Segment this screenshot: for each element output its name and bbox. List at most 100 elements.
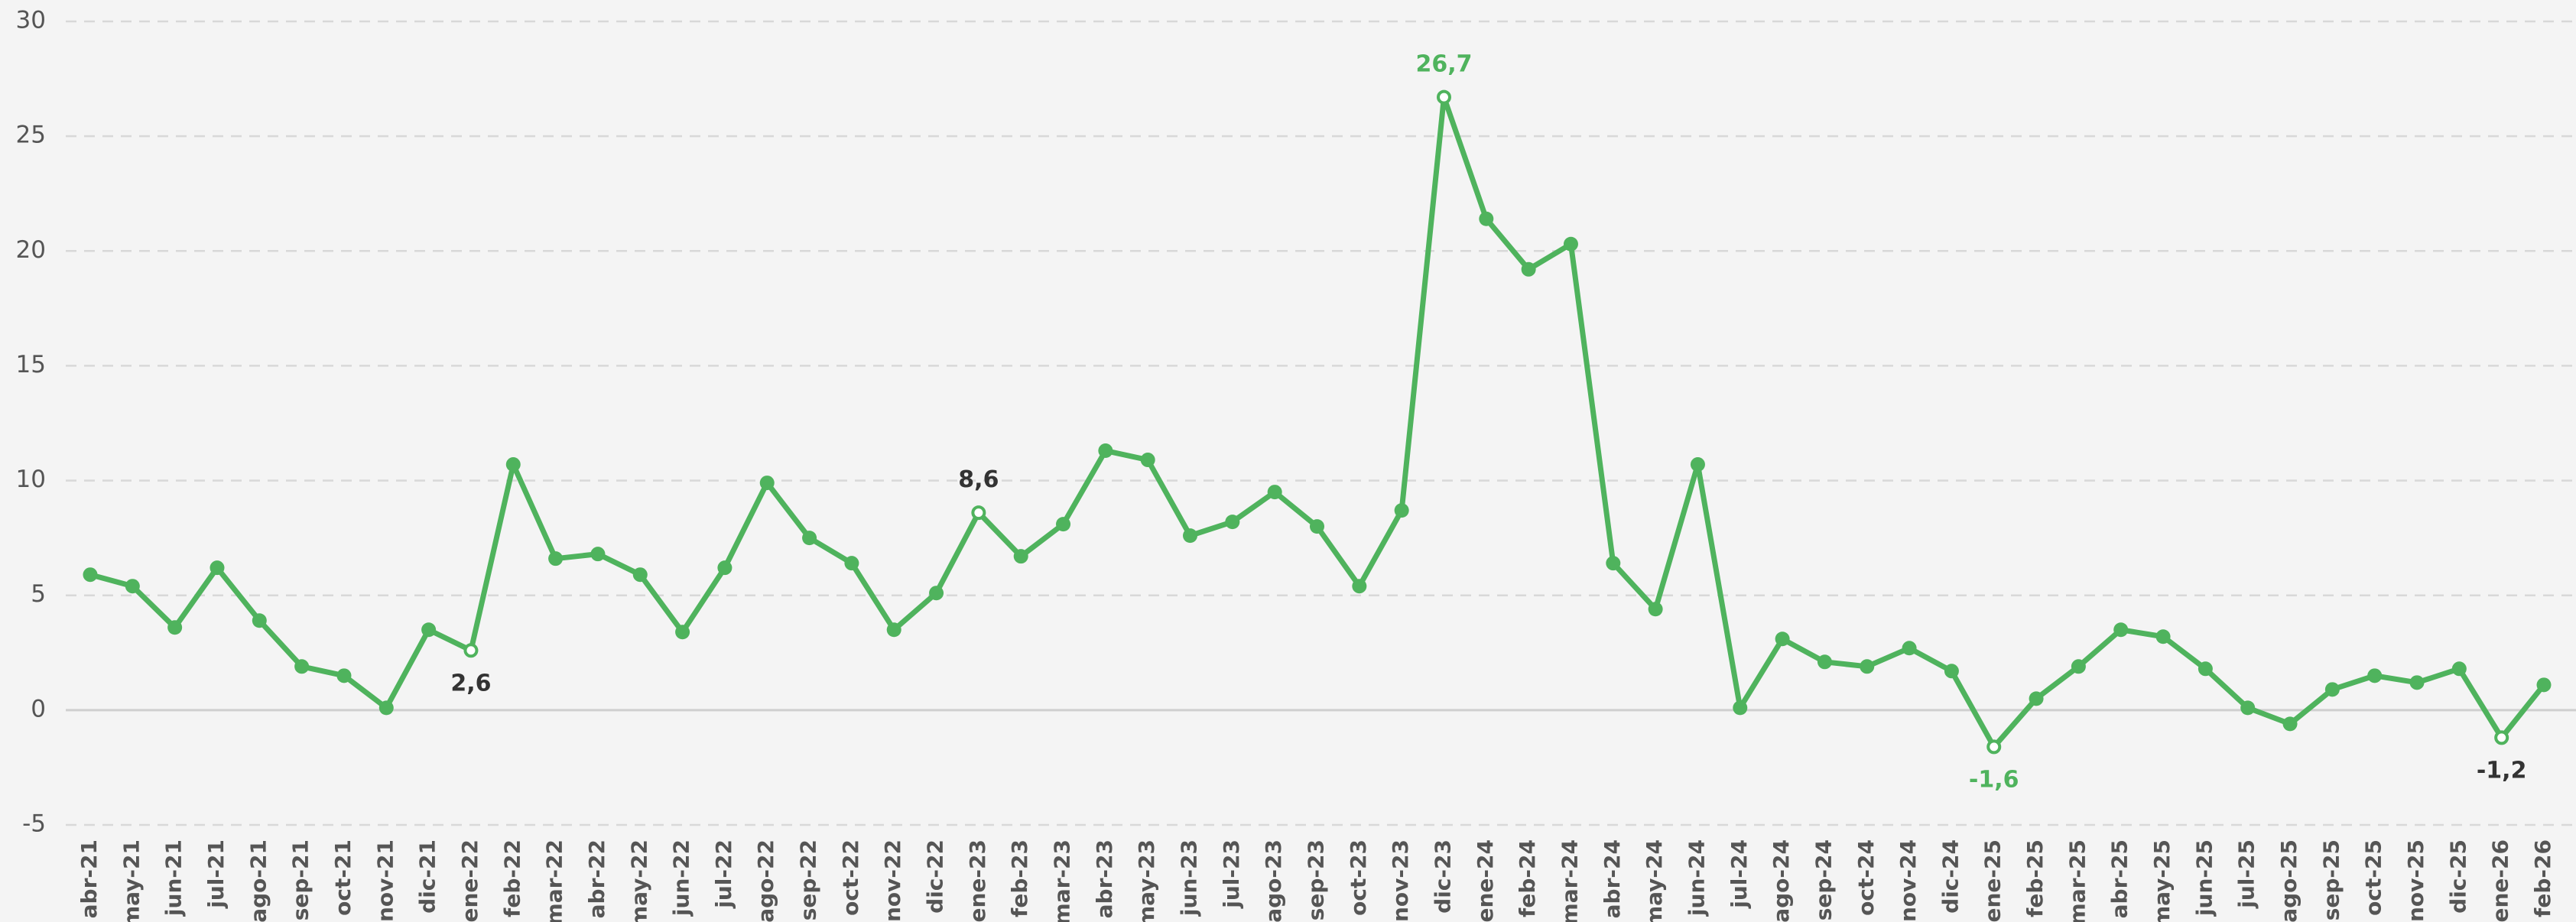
x-tick-label: ene-24 — [1473, 839, 1498, 922]
data-point — [1183, 528, 1198, 544]
data-point — [1733, 700, 1748, 716]
x-tick-label: may-21 — [119, 839, 144, 922]
data-point — [1310, 519, 1324, 534]
data-point — [1267, 485, 1282, 500]
x-tick-label: may-24 — [1642, 839, 1667, 922]
data-point — [759, 476, 775, 491]
x-tick-label: dic-23 — [1430, 839, 1455, 914]
data-point — [1479, 211, 1494, 226]
x-tick-label: jun-24 — [1684, 839, 1709, 917]
data-point — [1140, 453, 1155, 468]
x-tick-label: ene-25 — [1980, 839, 2006, 922]
x-tick-label: mar-25 — [2064, 839, 2090, 922]
x-tick-label: feb-22 — [499, 839, 525, 917]
x-tick-label: abr-22 — [584, 839, 609, 918]
x-tick-label: ago-25 — [2276, 839, 2302, 922]
data-point — [2282, 716, 2298, 732]
data-point — [294, 659, 310, 674]
x-tick-label: sep-21 — [288, 839, 313, 920]
data-point — [2451, 661, 2467, 677]
x-tick-label: nov-23 — [1388, 839, 1413, 922]
x-tick-label: jul-25 — [2234, 839, 2259, 909]
x-tick-label: jul-21 — [203, 839, 229, 909]
series-line — [89, 94, 2546, 750]
x-tick-label: jun-21 — [161, 839, 187, 917]
x-tick-label: abr-23 — [1092, 839, 1117, 918]
x-tick-label: nov-22 — [880, 839, 905, 922]
x-tick-label: sep-24 — [1811, 839, 1836, 920]
x-tick-label: jun-25 — [2191, 839, 2217, 917]
data-point — [2071, 659, 2086, 674]
data-point — [2155, 629, 2171, 644]
x-tick-label: feb-25 — [2022, 839, 2048, 917]
y-tick-label: 15 — [16, 351, 46, 378]
x-tick-label: sep-22 — [796, 839, 821, 920]
data-point — [167, 620, 183, 635]
x-tick-label: may-25 — [2149, 839, 2175, 922]
data-point — [1225, 515, 1240, 530]
x-tick-label: dic-24 — [1938, 839, 1963, 914]
data-point — [802, 531, 817, 546]
x-tick-label: feb-23 — [1007, 839, 1032, 917]
y-tick-label: 0 — [31, 695, 46, 722]
data-point — [2536, 677, 2552, 693]
y-tick-label: 30 — [16, 7, 46, 34]
data-point — [717, 560, 733, 576]
data-point — [1648, 602, 1663, 617]
data-point — [1098, 443, 1113, 459]
data-point — [505, 457, 521, 472]
x-tick-label: mar-24 — [1557, 839, 1582, 922]
value-label: 2,6 — [450, 670, 491, 696]
x-tick-label: may-23 — [1134, 839, 1159, 922]
x-tick-label: nov-25 — [2403, 839, 2428, 922]
x-tick-label: ene-22 — [457, 839, 482, 922]
data-point — [1563, 236, 1578, 252]
data-point — [675, 625, 690, 640]
x-tick-label: nov-21 — [372, 839, 398, 922]
x-tick-label: jun-23 — [1177, 839, 1202, 917]
x-tick-label: sep-25 — [2318, 839, 2344, 920]
x-tick-label: abr-24 — [1600, 839, 1625, 918]
data-point — [2113, 622, 2129, 638]
x-tick-label: ene-26 — [2488, 839, 2513, 922]
x-tick-label: ene-23 — [965, 839, 990, 922]
x-tick-label: dic-25 — [2445, 839, 2470, 914]
data-point — [2494, 730, 2509, 745]
y-tick-label: 25 — [16, 122, 46, 149]
data-point — [1436, 89, 1451, 105]
value-label: -1,2 — [2477, 757, 2527, 784]
data-point — [1860, 659, 1875, 674]
value-label: -1,6 — [1969, 766, 2019, 793]
data-point — [548, 551, 564, 567]
data-point — [2240, 700, 2256, 716]
x-tick-label: jul-23 — [1219, 839, 1244, 909]
x-tick-label: abr-25 — [2107, 839, 2133, 918]
data-point — [632, 567, 648, 583]
y-tick-label: -5 — [22, 810, 46, 838]
data-point — [1690, 457, 1705, 472]
x-tick-label: dic-21 — [415, 839, 440, 914]
data-point — [378, 700, 394, 716]
value-label: 26,7 — [1415, 51, 1472, 78]
data-point — [971, 505, 986, 521]
x-tick-label: oct-22 — [838, 839, 863, 916]
x-tick-label: jun-22 — [669, 839, 694, 917]
x-tick-label: ago-24 — [1769, 839, 1794, 922]
data-point — [844, 556, 859, 571]
x-tick-label: oct-24 — [1853, 839, 1879, 916]
data-point — [929, 586, 944, 601]
data-point — [2324, 682, 2340, 697]
data-point — [1394, 503, 1409, 518]
data-point — [252, 613, 267, 628]
data-point — [336, 668, 352, 683]
data-point — [83, 567, 98, 583]
data-point — [1944, 664, 1959, 679]
data-point — [463, 643, 479, 658]
data-point — [421, 622, 437, 638]
data-point — [2029, 691, 2044, 706]
data-point — [2367, 668, 2383, 683]
x-tick-label: oct-21 — [330, 839, 356, 916]
data-point — [210, 560, 225, 576]
